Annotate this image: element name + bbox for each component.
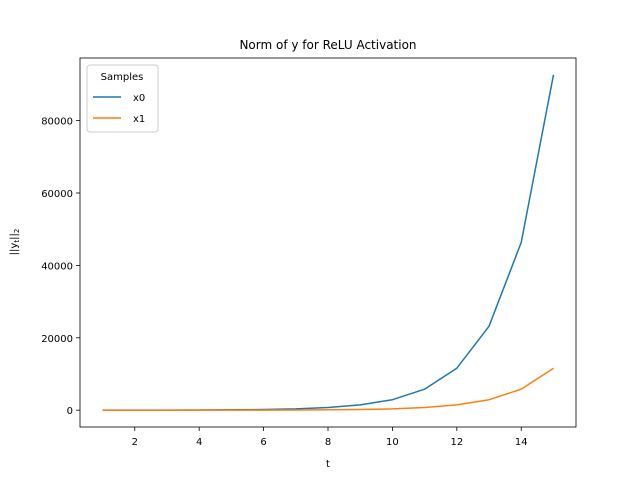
legend-title: Samples (101, 72, 144, 83)
y-tick-label: 60000 (41, 189, 73, 200)
y-tick-label: 80000 (41, 117, 73, 128)
y-axis: 0 20000 40000 60000 80000 (41, 117, 80, 417)
x-tick-label: 6 (260, 437, 266, 448)
chart-title: Norm of y for ReLU Activation (239, 38, 416, 52)
y-axis-label-sub: t (13, 240, 21, 243)
x-axis-label: t (326, 459, 330, 470)
legend-label-x1: x1 (133, 114, 145, 125)
x-axis: 2 4 6 8 10 12 14 (132, 427, 528, 448)
x-tick-label: 12 (450, 437, 463, 448)
y-axis-label-end: || (9, 233, 20, 240)
y-tick-label: 40000 (41, 261, 73, 272)
series-layer (102, 74, 555, 411)
x-tick-label: 14 (515, 437, 528, 448)
legend-label-x0: x0 (133, 93, 145, 104)
y-axis-label-end-sub: 2 (13, 229, 21, 233)
x-tick-label: 10 (386, 437, 399, 448)
y-axis-label-main: ||y (9, 243, 20, 256)
x-tick-label: 4 (196, 437, 202, 448)
x-tick-label: 2 (132, 437, 138, 448)
x-tick-label: 8 (325, 437, 331, 448)
legend-box (86, 64, 159, 133)
y-tick-label: 20000 (41, 334, 73, 345)
y-axis-label: ||yt||2 (9, 229, 21, 256)
legend: Samples x0 x1 (86, 64, 159, 133)
y-tick-label: 0 (67, 406, 73, 417)
series-line-x1 (102, 367, 554, 411)
